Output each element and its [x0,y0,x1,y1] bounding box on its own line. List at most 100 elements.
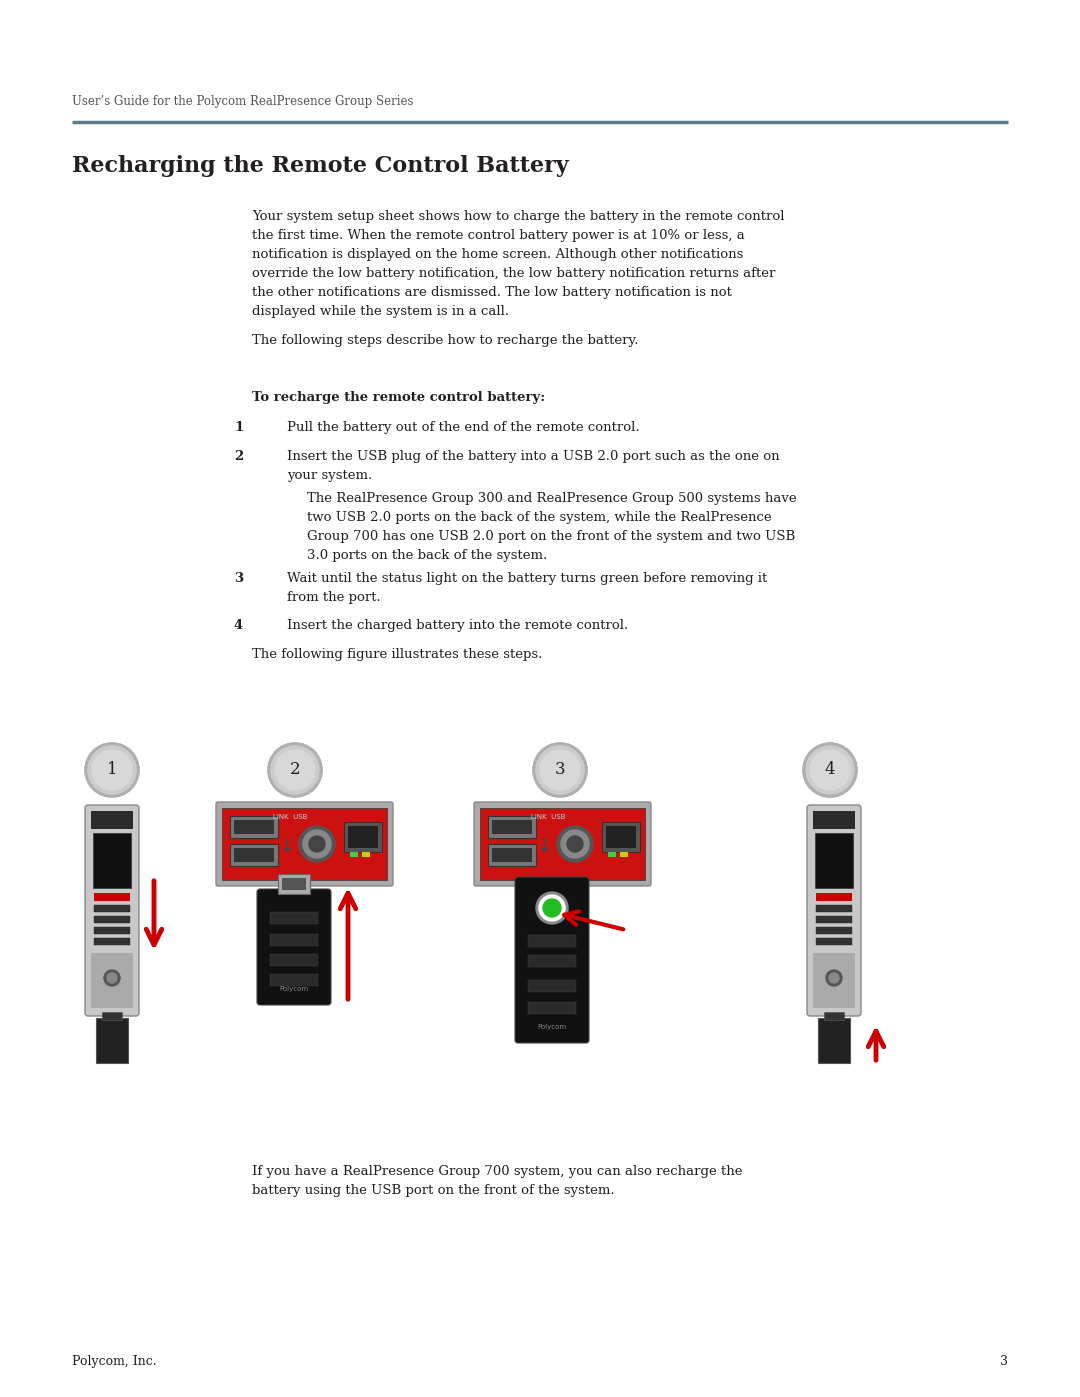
Bar [91,812,133,828]
Circle shape [309,835,325,852]
Bar [270,954,318,965]
Bar [93,833,131,888]
Text: two USB 2.0 ports on the back of the system, while the RealPresence: two USB 2.0 ports on the back of the sys… [307,511,771,524]
Text: from the port.: from the port. [287,591,381,604]
Text: If you have a RealPresence Group 700 system, you can also recharge the: If you have a RealPresence Group 700 sys… [252,1165,743,1178]
Bar [818,1018,850,1063]
Circle shape [557,826,593,862]
Text: 3: 3 [1000,1355,1008,1368]
Bar [94,937,130,944]
Text: 3.0 ports on the back of the system.: 3.0 ports on the back of the system. [307,549,548,562]
Bar [230,844,278,866]
Text: Insert the USB plug of the battery into a USB 2.0 port such as the one on: Insert the USB plug of the battery into … [287,450,780,462]
Circle shape [829,972,839,983]
FancyBboxPatch shape [216,802,393,886]
Bar [813,953,855,1009]
Text: To recharge the remote control battery:: To recharge the remote control battery: [252,391,545,404]
Bar [606,826,636,848]
Text: Your system setup sheet shows how to charge the battery in the remote control: Your system setup sheet shows how to cha… [252,210,784,224]
Bar [620,852,627,856]
FancyBboxPatch shape [257,888,330,1004]
Bar [488,816,536,838]
Bar [96,1018,129,1063]
Text: 1: 1 [107,761,118,778]
Text: Polycom: Polycom [538,1024,567,1030]
Circle shape [534,743,588,798]
Circle shape [804,743,858,798]
Text: LINK  USB: LINK USB [530,814,565,820]
Bar [222,807,387,880]
Circle shape [804,743,858,798]
Bar [480,807,645,880]
Circle shape [806,746,854,793]
Circle shape [268,743,322,798]
Bar [270,974,318,986]
Bar [492,820,532,834]
Bar [608,852,616,856]
Bar [816,937,852,944]
Bar [234,848,274,862]
Circle shape [87,746,136,793]
Bar [602,821,640,852]
Bar [94,928,130,935]
Bar [362,852,370,856]
Circle shape [268,743,322,798]
Circle shape [104,970,120,986]
Circle shape [271,746,319,793]
Bar [824,1011,843,1020]
Bar [270,935,318,946]
FancyBboxPatch shape [807,805,861,1016]
Circle shape [85,743,139,798]
Bar [816,905,852,912]
Bar [94,916,130,923]
Text: Insert the charged battery into the remote control.: Insert the charged battery into the remo… [287,619,629,633]
Text: The RealPresence Group 300 and RealPresence Group 500 systems have: The RealPresence Group 300 and RealPrese… [307,492,797,504]
Text: Polycom: Polycom [280,986,309,992]
Text: 3: 3 [234,571,243,585]
Circle shape [826,970,842,986]
Circle shape [539,895,565,921]
Bar [816,916,852,923]
Text: ↓: ↓ [537,837,553,855]
Text: ↓: ↓ [279,837,295,855]
Text: displayed while the system is in a call.: displayed while the system is in a call. [252,305,509,319]
Bar [234,820,274,834]
Bar [528,935,576,947]
Circle shape [567,835,583,852]
Bar [278,875,310,894]
Text: 3: 3 [555,761,565,778]
Text: Group 700 has one USB 2.0 port on the front of the system and two USB: Group 700 has one USB 2.0 port on the fr… [307,529,795,543]
Circle shape [299,826,335,862]
Bar [282,877,306,890]
Circle shape [810,750,850,789]
Text: 1: 1 [234,422,243,434]
Circle shape [275,750,315,789]
Circle shape [303,830,330,858]
Text: User’s Guide for the Polycom RealPresence Group Series: User’s Guide for the Polycom RealPresenc… [72,95,414,108]
Bar [270,912,318,923]
Circle shape [268,743,322,798]
Circle shape [561,830,589,858]
Bar [94,905,130,912]
Bar [815,833,853,888]
Text: The following steps describe how to recharge the battery.: The following steps describe how to rech… [252,334,638,346]
Bar [528,981,576,992]
Bar [345,821,382,852]
Text: 4: 4 [825,761,835,778]
Text: override the low battery notification, the low battery notification returns afte: override the low battery notification, t… [252,267,775,279]
Circle shape [107,972,117,983]
Text: 2: 2 [234,450,243,462]
Text: Pull the battery out of the end of the remote control.: Pull the battery out of the end of the r… [287,422,639,434]
Text: Polycom, Inc.: Polycom, Inc. [72,1355,157,1368]
Bar [350,852,357,856]
FancyBboxPatch shape [85,805,139,1016]
Circle shape [85,743,139,798]
Circle shape [536,746,584,793]
Bar [348,826,378,848]
Bar [492,848,532,862]
Bar [230,816,278,838]
Bar [816,928,852,935]
Bar [91,953,133,1009]
Circle shape [534,743,588,798]
Text: The following figure illustrates these steps.: The following figure illustrates these s… [252,648,542,661]
